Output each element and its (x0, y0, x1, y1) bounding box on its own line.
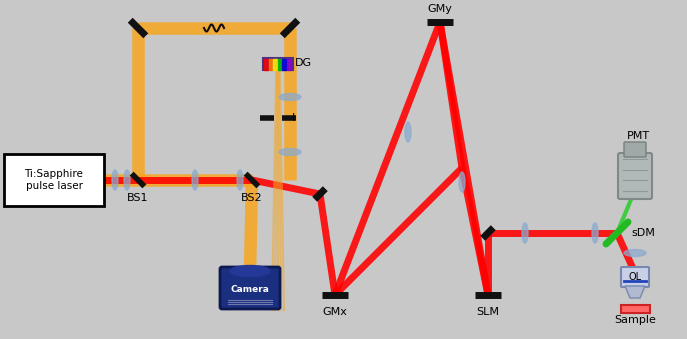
Ellipse shape (624, 250, 646, 257)
Polygon shape (625, 286, 645, 298)
FancyBboxPatch shape (621, 267, 649, 287)
Ellipse shape (592, 223, 598, 243)
FancyBboxPatch shape (620, 304, 649, 313)
Ellipse shape (112, 170, 118, 190)
Ellipse shape (459, 172, 465, 192)
Bar (264, 59, 268, 69)
Bar (278, 59, 282, 69)
Ellipse shape (230, 265, 270, 277)
Ellipse shape (522, 223, 528, 243)
Text: BS2: BS2 (241, 193, 263, 203)
Text: BS1: BS1 (127, 193, 149, 203)
FancyBboxPatch shape (624, 142, 646, 157)
FancyBboxPatch shape (263, 58, 293, 70)
Text: Sample: Sample (614, 315, 656, 325)
Ellipse shape (279, 94, 301, 100)
Ellipse shape (192, 170, 198, 190)
Text: GMy: GMy (427, 4, 453, 14)
Ellipse shape (237, 170, 243, 190)
Bar (286, 59, 291, 69)
Ellipse shape (279, 148, 301, 156)
Text: OL: OL (629, 272, 642, 282)
Bar (273, 59, 277, 69)
Text: PMT: PMT (627, 131, 650, 141)
Text: DG: DG (295, 58, 312, 68)
Ellipse shape (124, 170, 130, 190)
Text: I: I (292, 113, 295, 123)
Text: Ti:Sapphire
pulse laser: Ti:Sapphire pulse laser (25, 169, 83, 191)
Text: SLM: SLM (477, 307, 499, 317)
FancyBboxPatch shape (618, 153, 652, 199)
Text: GMx: GMx (323, 307, 348, 317)
Bar (282, 59, 286, 69)
FancyBboxPatch shape (4, 154, 104, 206)
Text: sDM: sDM (631, 228, 655, 238)
Ellipse shape (405, 122, 411, 142)
Text: Camera: Camera (231, 284, 269, 294)
Bar (269, 59, 273, 69)
FancyBboxPatch shape (220, 267, 280, 309)
